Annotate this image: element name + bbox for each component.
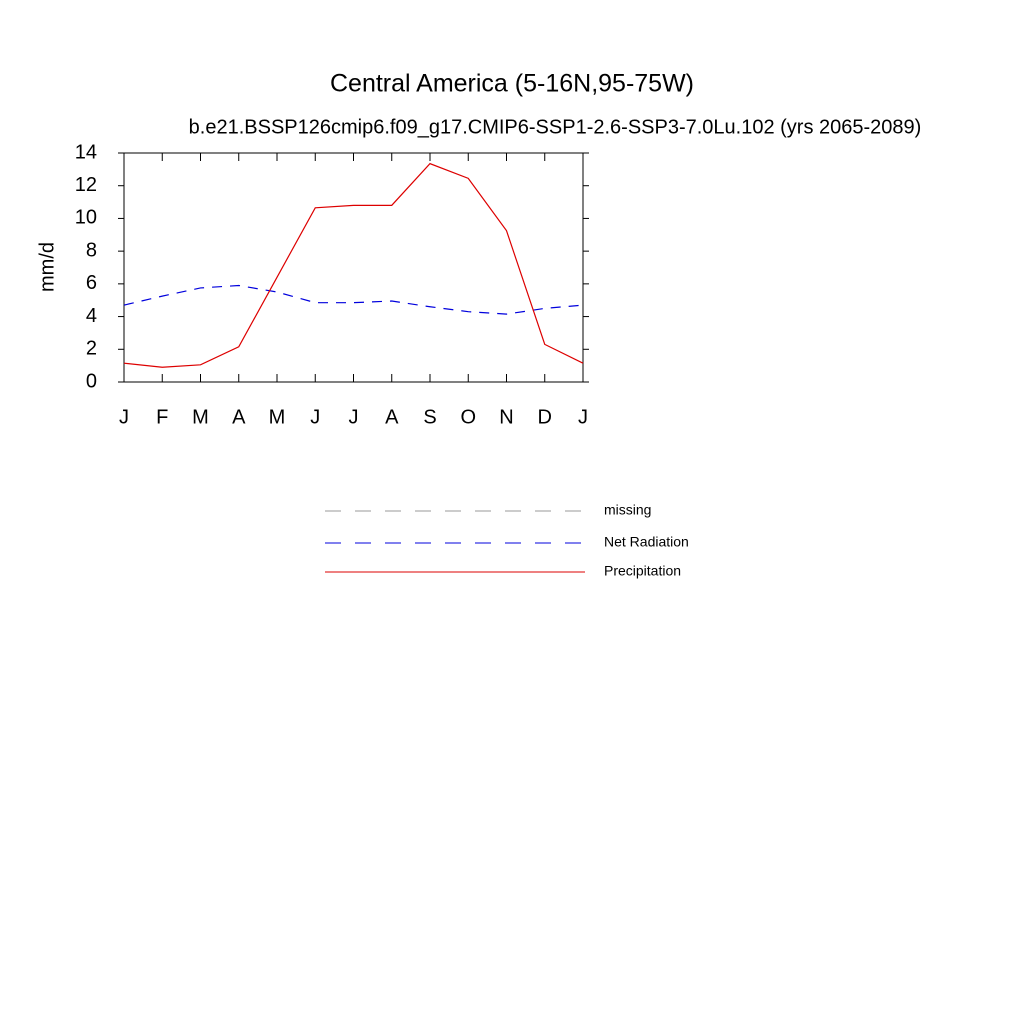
y-tick-label: 8: [86, 239, 97, 261]
x-tick-label: J: [349, 406, 359, 428]
x-tick-label: F: [156, 406, 168, 428]
y-axis-label: mm/d: [36, 242, 58, 292]
x-tick-label: O: [460, 406, 476, 428]
y-tick-label: 12: [75, 174, 97, 196]
chart-subtitle: b.e21.BSSP126cmip6.f09_g17.CMIP6-SSP1-2.…: [189, 116, 922, 138]
legend-label: Precipitation: [604, 563, 681, 579]
x-tick-label: A: [232, 406, 246, 428]
x-tick-label: J: [119, 406, 129, 428]
y-tick-label: 0: [86, 370, 97, 392]
chart-title: Central America (5-16N,95-75W): [330, 70, 694, 98]
legend-label: Net Radiation: [604, 534, 689, 550]
x-tick-label: D: [538, 406, 552, 428]
x-tick-label: A: [385, 406, 399, 428]
x-tick-label: M: [192, 406, 209, 428]
x-tick-label: S: [423, 406, 436, 428]
x-tick-label: M: [269, 406, 286, 428]
y-tick-label: 6: [86, 272, 97, 294]
y-tick-label: 10: [75, 207, 97, 229]
y-tick-label: 4: [86, 305, 97, 327]
data-line: [123, 284, 584, 315]
legend-label: missing: [604, 502, 651, 518]
plot-frame: [123, 152, 584, 383]
y-tick-label: 2: [86, 338, 97, 360]
data-line: [123, 162, 584, 368]
x-tick-label: J: [578, 406, 588, 428]
x-tick-label: N: [499, 406, 513, 428]
x-tick-label: J: [310, 406, 320, 428]
y-tick-label: 14: [75, 141, 97, 163]
